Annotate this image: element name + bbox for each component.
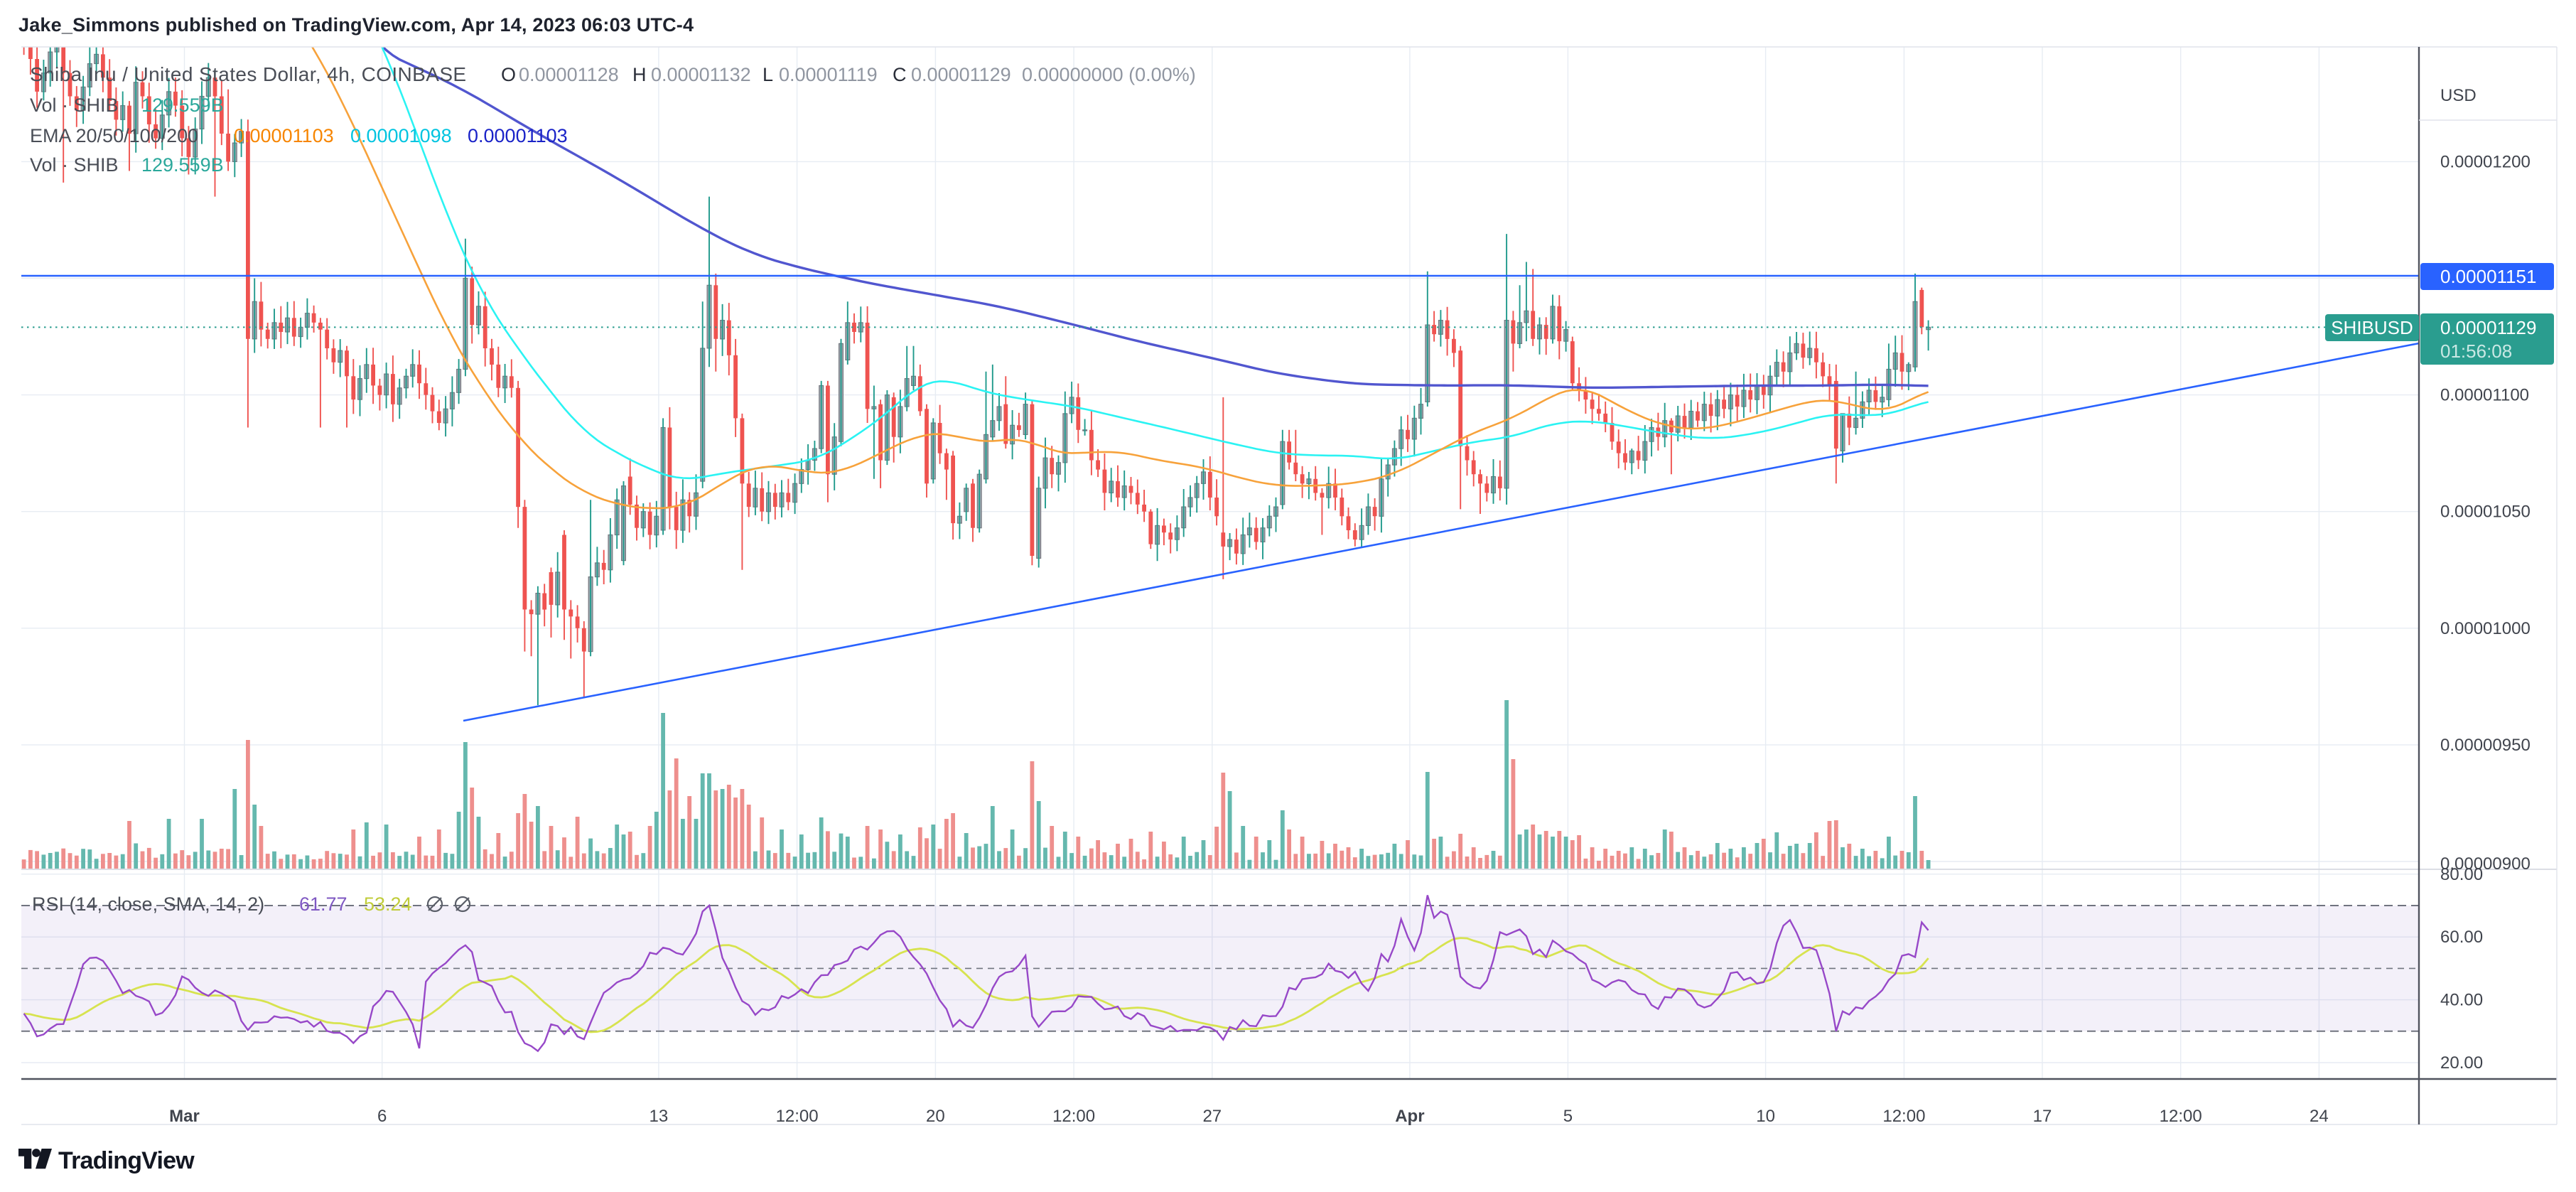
svg-text:0.00001132: 0.00001132: [651, 64, 751, 85]
svg-text:27: 27: [1202, 1107, 1222, 1126]
svg-text:10: 10: [1756, 1107, 1775, 1126]
svg-text:129.559B: 129.559B: [141, 95, 224, 116]
svg-text:Apr: Apr: [1395, 1107, 1424, 1126]
svg-text:12:00: 12:00: [1052, 1107, 1095, 1126]
svg-text:SHIBUSD: SHIBUSD: [2331, 317, 2413, 338]
svg-text:80.00: 80.00: [2440, 865, 2483, 884]
svg-text:5: 5: [1563, 1107, 1573, 1126]
svg-text:20: 20: [926, 1107, 945, 1126]
svg-text:12:00: 12:00: [1882, 1107, 1925, 1126]
svg-text:TradingView: TradingView: [58, 1147, 195, 1174]
svg-text:129.559B: 129.559B: [141, 154, 224, 176]
svg-text:61.77: 61.77: [299, 893, 347, 915]
svg-text:L: L: [762, 64, 773, 85]
svg-text:0.00001151: 0.00001151: [2440, 266, 2536, 287]
svg-text:01:56:08: 01:56:08: [2440, 340, 2512, 362]
svg-text:Vol · SHIB: Vol · SHIB: [30, 95, 119, 116]
svg-text:0.00000900: 0.00000900: [2440, 854, 2531, 874]
svg-text:O: O: [501, 64, 516, 85]
svg-text:0.00001103: 0.00001103: [234, 125, 334, 146]
svg-text:0.00001119: 0.00001119: [779, 64, 878, 85]
svg-text:12:00: 12:00: [2160, 1107, 2202, 1126]
svg-text:12:00: 12:00: [776, 1107, 819, 1126]
svg-text:0.00001103: 0.00001103: [468, 125, 568, 146]
svg-text:0.00001000: 0.00001000: [2440, 619, 2531, 638]
svg-text:RSI (14, close, SMA, 14, 2): RSI (14, close, SMA, 14, 2): [32, 893, 264, 915]
svg-text:0.00000950: 0.00000950: [2440, 736, 2531, 755]
svg-text:0.00001128: 0.00001128: [519, 64, 619, 85]
svg-text:Mar: Mar: [169, 1107, 200, 1126]
svg-text:0.00001098: 0.00001098: [350, 125, 452, 146]
svg-text:Vol · SHIB: Vol · SHIB: [30, 154, 119, 176]
svg-text:60.00: 60.00: [2440, 928, 2483, 947]
svg-text:53.24: 53.24: [364, 893, 412, 915]
svg-text:0.00000000 (0.00%): 0.00000000 (0.00%): [1022, 64, 1196, 85]
svg-text:EMA 20/50/100/200: EMA 20/50/100/200: [30, 125, 198, 146]
svg-text:6: 6: [377, 1107, 387, 1126]
svg-text:17: 17: [2033, 1107, 2052, 1126]
svg-text:13: 13: [650, 1107, 669, 1126]
svg-text:USD: USD: [2440, 86, 2477, 105]
svg-text:C: C: [893, 64, 907, 85]
svg-text:0.00001100: 0.00001100: [2440, 386, 2529, 405]
svg-text:24: 24: [2310, 1107, 2329, 1126]
svg-text:40.00: 40.00: [2440, 991, 2483, 1010]
svg-text:Jake_Simmons published on Trad: Jake_Simmons published on TradingView.co…: [18, 14, 694, 36]
svg-text:0.00001129: 0.00001129: [911, 64, 1011, 85]
svg-text:0.00001050: 0.00001050: [2440, 503, 2531, 522]
svg-text:0.00001200: 0.00001200: [2440, 152, 2531, 171]
svg-text:0.00001129: 0.00001129: [2440, 317, 2536, 338]
svg-text:20.00: 20.00: [2440, 1053, 2483, 1073]
svg-text:H: H: [632, 64, 647, 85]
svg-text:Shiba Inu / United States Doll: Shiba Inu / United States Dollar, 4h, CO…: [30, 63, 466, 85]
